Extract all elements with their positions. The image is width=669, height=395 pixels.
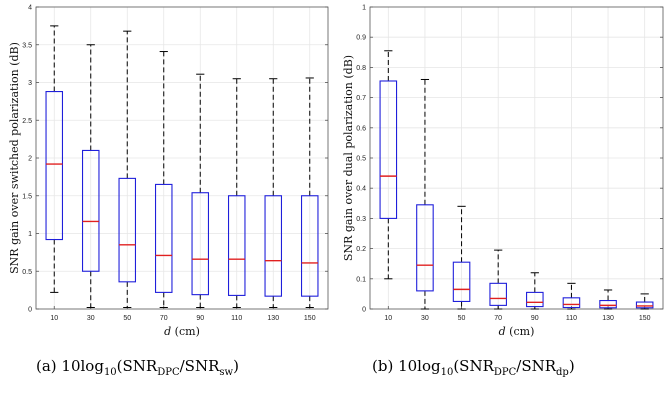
y-tick-label: 0.5 (356, 156, 366, 163)
y-tick-label: 0.7 (356, 95, 366, 102)
x-tick-label: 50 (123, 315, 131, 322)
box-iqr (45, 91, 64, 241)
box-iqr (379, 80, 398, 219)
y-tick-label: 1.5 (22, 193, 32, 200)
box-iqr (81, 149, 100, 272)
x-tick-label: 150 (639, 315, 651, 322)
x-tick-label: 50 (458, 315, 466, 322)
y-tick-label: 0.2 (356, 246, 366, 253)
x-tick-label: 30 (421, 315, 429, 322)
y-tick-label: 0.1 (356, 276, 366, 283)
box-iqr (599, 299, 617, 309)
x-tick-label: 130 (602, 315, 614, 322)
x-axis-label: d (cm) (164, 325, 200, 338)
box-iqr (191, 192, 210, 296)
x-tick-label: 70 (160, 315, 168, 322)
chart-panel-a: 0 0.5 1 1.5 2 2.5 3 3.5 4 10 30 50 70 90 110 130 150 d (c… (8, 5, 329, 338)
x-tick-label: 10 (50, 315, 58, 322)
y-axis-label: SNR gain over switched polarization (dB) (8, 42, 21, 274)
y-tick-label: 0.3 (356, 216, 366, 223)
y-tick-label: 3 (28, 80, 32, 87)
y-tick-label: 2 (28, 156, 32, 163)
y-tick-label: 1 (362, 5, 366, 12)
y-tick-label: 0.4 (356, 186, 366, 193)
y-tick-label: 3.5 (22, 42, 32, 49)
box-iqr (452, 261, 471, 303)
caption-a: (a) 10log10(SNRDPC/SNRsw) (36, 357, 239, 378)
x-tick-label: 150 (304, 315, 316, 322)
y-tick-label: 0.5 (22, 269, 32, 276)
box-iqr (227, 195, 246, 296)
box-iqr (300, 195, 319, 297)
x-axis-label: d (cm) (499, 325, 535, 338)
x-tick-label: 110 (566, 315, 577, 322)
box-iqr (154, 183, 173, 293)
x-tick-label: 90 (531, 315, 539, 322)
y-tick-label: 0.9 (356, 35, 366, 42)
y-tick-label: 0 (362, 307, 366, 314)
x-tick-label: 10 (384, 315, 392, 322)
y-tick-label: 2.5 (22, 118, 32, 125)
x-tick-label: 130 (267, 315, 279, 322)
x-tick-label: 30 (87, 315, 95, 322)
caption-b: (b) 10log10(SNRDPC/SNRdp) (372, 357, 575, 378)
x-tick-label: 110 (231, 315, 242, 322)
box-iqr (635, 301, 654, 309)
y-tick-label: 0 (28, 307, 32, 314)
box-iqr (118, 177, 137, 283)
y-tick-label: 1 (28, 231, 32, 238)
x-tick-label: 70 (494, 315, 502, 322)
box-iqr (416, 204, 434, 292)
box-iqr (489, 282, 507, 306)
y-tick-label: 0.8 (356, 65, 366, 72)
y-tick-label: 0.6 (356, 125, 366, 132)
box-iqr (264, 195, 283, 297)
box-iqr (562, 297, 581, 309)
y-tick-label: 4 (28, 5, 32, 12)
y-axis-label: SNR gain over dual polarization (dB) (342, 55, 355, 261)
x-tick-label: 90 (196, 315, 204, 322)
box-iqr (526, 291, 544, 308)
